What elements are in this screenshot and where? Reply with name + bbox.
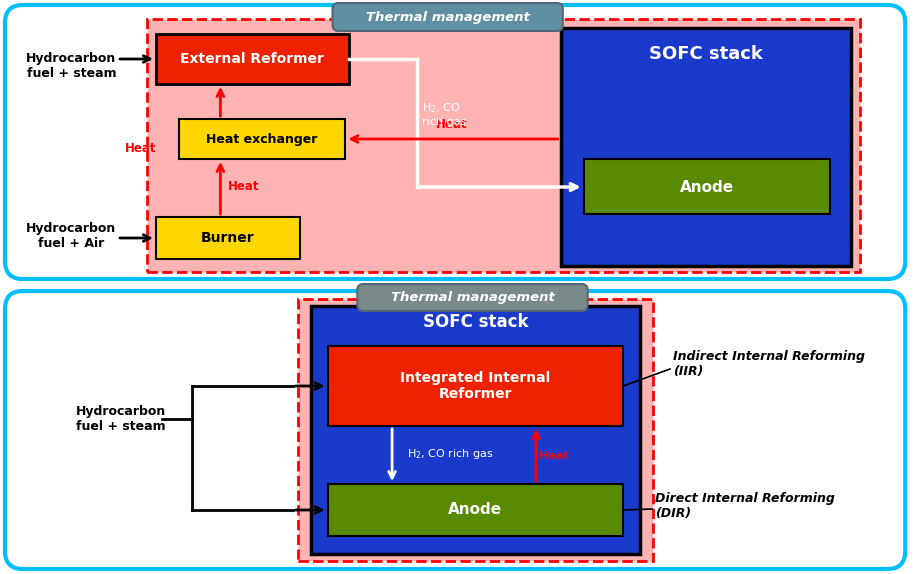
FancyBboxPatch shape [156, 217, 300, 259]
Text: External Reformer: External Reformer [180, 52, 324, 66]
Text: H$_2$, CO rich gas: H$_2$, CO rich gas [407, 447, 493, 461]
Text: Hydrocarbon
fuel + steam: Hydrocarbon fuel + steam [27, 52, 116, 80]
Text: Thermal management: Thermal management [366, 10, 530, 24]
FancyBboxPatch shape [358, 284, 588, 311]
Text: Heat: Heat [228, 180, 260, 192]
Text: Indirect Internal Reforming
(IIR): Indirect Internal Reforming (IIR) [673, 350, 865, 378]
FancyBboxPatch shape [156, 34, 349, 84]
Text: Heat: Heat [436, 118, 468, 131]
FancyBboxPatch shape [311, 306, 640, 554]
Text: Anode: Anode [679, 180, 734, 195]
FancyBboxPatch shape [327, 346, 624, 426]
Text: Direct Internal Reforming
(DIR): Direct Internal Reforming (DIR) [655, 492, 835, 520]
FancyBboxPatch shape [333, 3, 563, 31]
Text: SOFC stack: SOFC stack [649, 45, 763, 63]
FancyBboxPatch shape [5, 291, 905, 569]
Text: SOFC stack: SOFC stack [423, 313, 528, 331]
Text: Anode: Anode [448, 502, 503, 518]
Text: Heat exchanger: Heat exchanger [206, 133, 317, 145]
Text: Hydrocarbon
fuel + steam: Hydrocarbon fuel + steam [76, 405, 166, 433]
Text: Hydrocarbon
fuel + Air: Hydrocarbon fuel + Air [27, 222, 116, 250]
Text: Burner: Burner [201, 231, 254, 245]
Text: Thermal management: Thermal management [391, 290, 555, 304]
Text: Heat: Heat [126, 142, 157, 156]
Text: H$_2$, CO
rich gas: H$_2$, CO rich gas [422, 101, 466, 127]
FancyBboxPatch shape [561, 28, 851, 266]
Text: Integrated Internal
Reformer: Integrated Internal Reformer [401, 371, 550, 401]
FancyBboxPatch shape [147, 19, 859, 272]
FancyBboxPatch shape [298, 299, 653, 561]
FancyBboxPatch shape [583, 159, 830, 214]
FancyBboxPatch shape [5, 5, 905, 279]
Text: Heat: Heat [539, 451, 569, 461]
FancyBboxPatch shape [179, 119, 346, 159]
FancyBboxPatch shape [327, 484, 624, 536]
